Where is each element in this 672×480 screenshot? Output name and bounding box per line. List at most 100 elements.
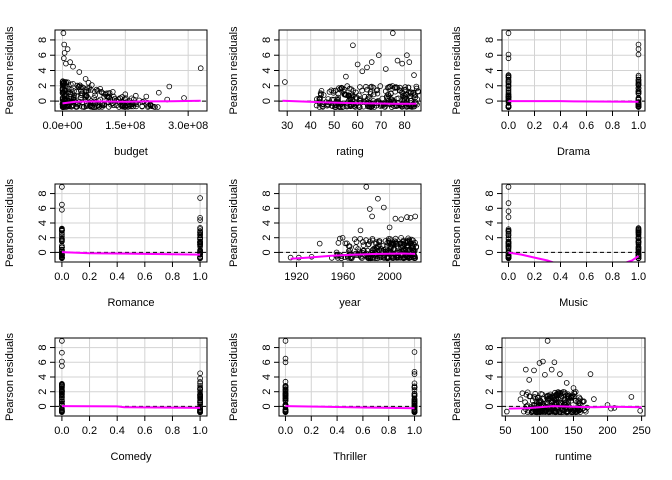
data-point <box>503 408 510 415</box>
x-tick-label: 0.4 <box>329 425 344 437</box>
data-point <box>133 92 139 99</box>
data-point <box>360 103 367 110</box>
data-point <box>63 60 69 67</box>
x-tick-label: 0.4 <box>553 120 568 132</box>
data-point <box>85 87 92 94</box>
data-point <box>383 93 390 100</box>
data-point <box>65 86 72 92</box>
data-point <box>348 255 355 262</box>
data-point <box>384 240 391 246</box>
data-point <box>92 92 98 99</box>
data-point <box>139 103 145 110</box>
data-point <box>345 248 352 254</box>
x-tick-label: 60 <box>351 120 363 132</box>
data-point <box>393 84 399 90</box>
x-tick-label: 1.0 <box>192 425 207 437</box>
x-axis-label: budget <box>114 146 148 158</box>
y-tick-label: 2 <box>484 235 496 241</box>
data-point <box>505 208 512 215</box>
y-tick-label: 8 <box>37 345 49 351</box>
x-tick-label: 0.6 <box>579 271 594 283</box>
data-point <box>81 104 87 110</box>
data-point <box>326 89 333 95</box>
data-point <box>59 388 65 395</box>
data-point <box>522 366 529 373</box>
x-tick-label: 0.8 <box>165 425 180 437</box>
data-point <box>375 52 382 58</box>
panel-budget: 0.0e+00 1.5e+08 3.0e+08 0 2 4 6 8 budget Pearson … <box>4 26 208 158</box>
data-point <box>543 407 549 414</box>
data-point <box>197 238 203 245</box>
y-tick-label: 8 <box>261 345 273 351</box>
data-point <box>375 195 381 202</box>
data-point <box>404 52 410 58</box>
data-point <box>143 93 150 100</box>
data-point <box>316 240 323 247</box>
data-point <box>401 95 408 101</box>
data-point <box>505 94 512 101</box>
x-tick-label: 30 <box>281 120 293 132</box>
data-point <box>166 83 173 90</box>
data-point <box>505 82 512 89</box>
data-point <box>413 243 420 250</box>
y-tick-label: 8 <box>37 37 49 43</box>
data-point <box>357 227 364 234</box>
data-point <box>374 90 381 97</box>
x-tick-label: 0.0 <box>501 120 516 132</box>
x-tick-label: 0.0e+00 <box>42 120 82 132</box>
data-point <box>59 381 65 388</box>
x-tick-label: 0.8 <box>165 271 180 283</box>
data-point <box>197 236 203 242</box>
x-tick-label: 0.4 <box>110 271 125 283</box>
x-tick-label: 0.2 <box>527 271 542 283</box>
x-tick-label: 0.8 <box>605 120 620 132</box>
data-point <box>91 95 97 101</box>
data-point <box>85 79 92 86</box>
data-point <box>535 398 542 405</box>
data-point <box>406 59 413 65</box>
data-point <box>59 97 66 103</box>
data-point <box>67 89 73 95</box>
data-point <box>413 83 420 90</box>
x-axis-label: Romance <box>107 297 154 309</box>
data-point <box>61 50 68 56</box>
data-point <box>63 96 69 103</box>
data-point <box>197 217 203 223</box>
data-point <box>61 89 67 96</box>
x-tick-label: 0.0 <box>501 271 516 283</box>
data-point <box>637 407 643 414</box>
data-point <box>348 101 355 108</box>
y-axis-label: Pearson residuals <box>4 178 16 267</box>
x-tick-label: 0.2 <box>304 425 319 437</box>
data-point <box>353 239 360 245</box>
y-tick-label: 0 <box>261 249 273 255</box>
x-tick-label: 1.0 <box>631 271 646 283</box>
data-point <box>387 243 394 250</box>
y-tick-label: 2 <box>484 389 496 395</box>
x-tick-label: 150 <box>564 425 582 437</box>
data-point <box>342 240 349 247</box>
y-tick-label: 0 <box>37 403 49 409</box>
data-point <box>353 89 359 96</box>
data-point <box>89 82 95 88</box>
y-tick-label: 4 <box>484 374 496 380</box>
data-area <box>502 338 645 416</box>
data-point <box>402 254 409 261</box>
data-point <box>628 394 635 400</box>
data-point <box>550 394 556 401</box>
x-tick-label: 40 <box>305 120 317 132</box>
data-point <box>563 409 570 416</box>
data-point <box>197 370 203 377</box>
data-point <box>282 359 289 366</box>
data-point <box>350 42 356 49</box>
data-point <box>398 242 405 249</box>
data-point <box>350 88 356 94</box>
y-tick-label: 0 <box>261 403 273 409</box>
data-point <box>282 384 289 391</box>
data-point <box>59 349 65 356</box>
data-point <box>83 92 90 99</box>
data-point <box>282 409 289 415</box>
data-point <box>544 393 551 400</box>
y-tick-label: 2 <box>261 389 273 395</box>
x-tick-label: 50 <box>499 425 511 437</box>
